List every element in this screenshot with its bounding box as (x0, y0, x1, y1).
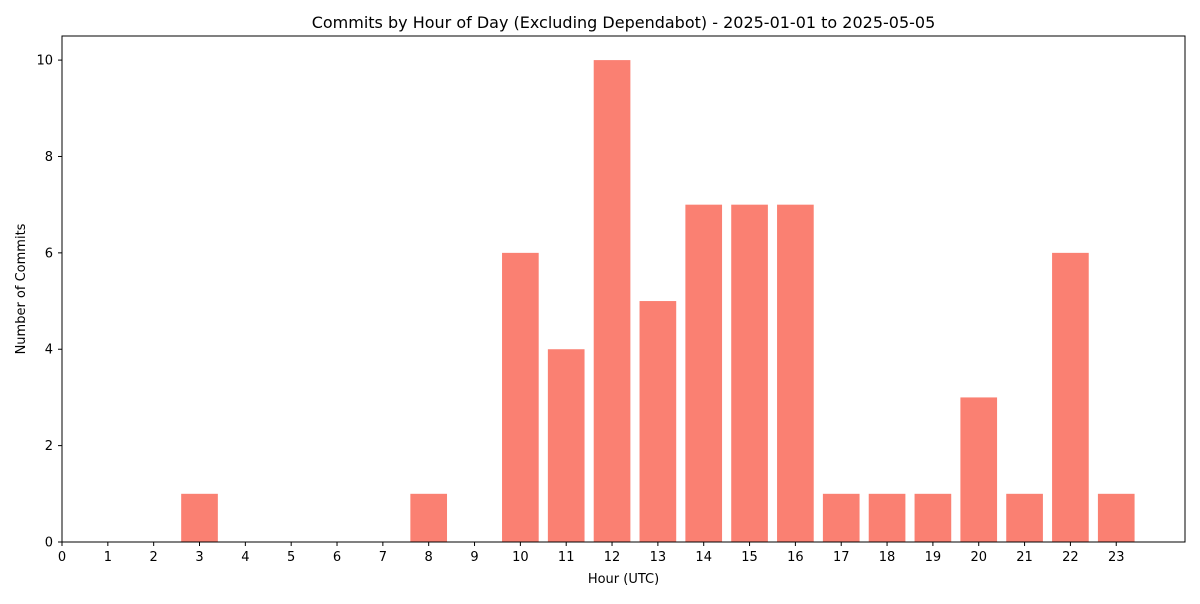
bar-hour-22 (1052, 252, 1089, 543)
bar-hour-19 (914, 493, 952, 542)
x-axis-ticks: 0 1 2 3 4 5 6 7 8 9 10 11 12 13 14 15 16 17 18 19 20 21 22 23 (58, 542, 1125, 565)
bar-hour-11 (547, 349, 585, 542)
y-axis-label: Number of Commits (14, 223, 29, 354)
bar-hour-16 (777, 204, 814, 543)
y-tick-label: 10 (36, 54, 53, 69)
x-tick-label: 4 (241, 550, 249, 565)
plot-frame (61, 35, 1186, 543)
x-tick-label: 16 (787, 550, 804, 565)
chart-title: Commits by Hour of Day (Excluding Depend… (312, 13, 936, 32)
bar-hour-15 (731, 204, 768, 543)
y-tick-label: 6 (45, 246, 53, 261)
x-tick-label: 12 (604, 550, 621, 565)
x-tick-label: 22 (1062, 550, 1079, 565)
x-tick-label: 21 (1016, 550, 1033, 565)
x-tick-label: 9 (470, 550, 478, 565)
bar-hour-18 (868, 493, 906, 542)
x-axis-label: Hour (UTC) (588, 572, 659, 587)
x-tick-label: 14 (695, 550, 712, 565)
y-tick-label: 0 (45, 536, 53, 551)
bar-hour-12 (593, 60, 631, 542)
x-tick-label: 11 (558, 550, 575, 565)
bar-hour-21 (1006, 493, 1043, 542)
bars-group (181, 60, 1135, 543)
x-tick-label: 15 (741, 550, 758, 565)
x-tick-label: 10 (512, 550, 529, 565)
x-tick-label: 3 (195, 550, 203, 565)
bar-hour-3 (181, 493, 218, 542)
y-tick-label: 2 (45, 439, 53, 454)
x-tick-label: 20 (970, 550, 987, 565)
y-tick-label: 8 (45, 150, 53, 165)
x-tick-label: 6 (333, 550, 341, 565)
x-tick-label: 1 (104, 550, 112, 565)
y-tick-label: 4 (45, 343, 53, 358)
bar-hour-20 (960, 397, 998, 542)
bar-hour-10 (502, 252, 539, 543)
x-tick-label: 13 (650, 550, 667, 565)
x-tick-label: 8 (425, 550, 433, 565)
x-tick-label: 19 (925, 550, 942, 565)
x-tick-label: 17 (833, 550, 850, 565)
bar-hour-23 (1097, 493, 1135, 542)
x-tick-label: 5 (287, 550, 295, 565)
x-tick-label: 7 (379, 550, 387, 565)
bar-hour-8 (410, 493, 448, 542)
x-tick-label: 2 (150, 550, 158, 565)
x-tick-label: 18 (879, 550, 896, 565)
bar-hour-17 (822, 493, 860, 542)
bar-hour-14 (685, 204, 723, 543)
bar-hour-13 (639, 301, 677, 542)
x-tick-label: 0 (58, 550, 66, 565)
x-tick-label: 23 (1108, 550, 1125, 565)
y-axis-ticks: 0 2 4 6 8 10 (36, 54, 62, 551)
